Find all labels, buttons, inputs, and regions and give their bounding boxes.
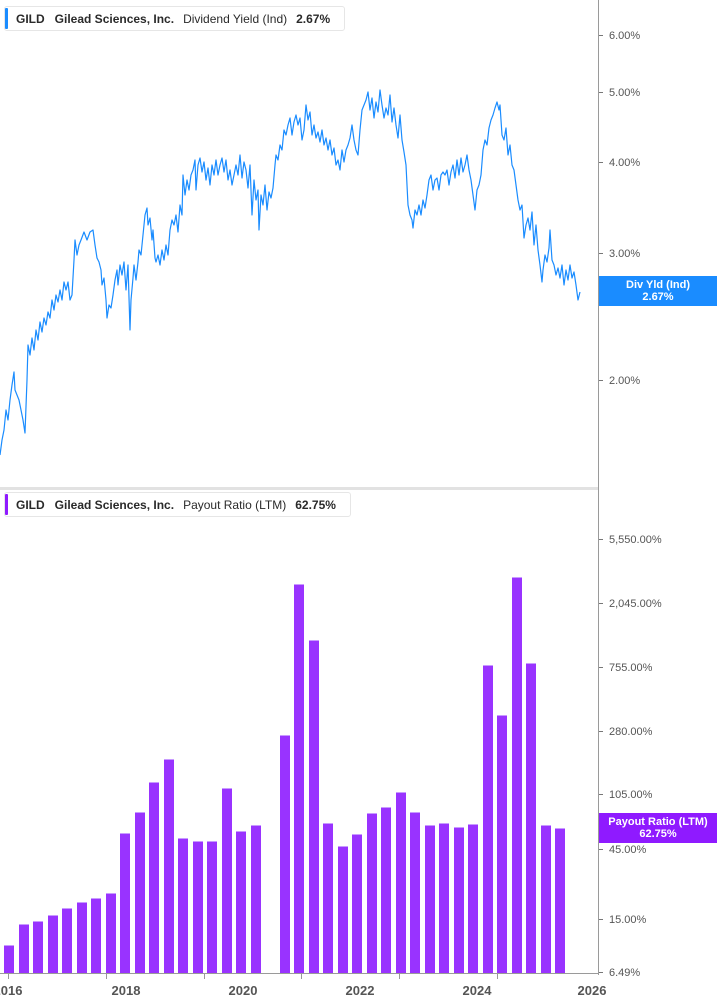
bar — [483, 665, 493, 973]
y-axis-line — [598, 487, 599, 975]
y-tick-label: 5.00% — [599, 87, 640, 99]
bar — [33, 921, 43, 973]
bar — [454, 827, 464, 973]
y-axis-line — [598, 0, 599, 487]
legend-company: Gilead Sciences, Inc. — [54, 11, 175, 26]
bar — [193, 841, 203, 973]
bar — [541, 825, 551, 973]
bar — [468, 824, 478, 973]
payout-ratio-legend[interactable]: GILD Gilead Sciences, Inc. Payout Ratio … — [4, 492, 351, 517]
series-color-swatch — [5, 494, 8, 515]
y-tick-label: 45.00% — [599, 844, 646, 856]
bar — [280, 735, 290, 973]
y-tick-label: 280.00% — [599, 726, 652, 738]
legend-ticker: GILD — [16, 497, 45, 512]
bar — [338, 846, 348, 973]
bar — [425, 825, 435, 973]
bar — [251, 825, 261, 973]
y-tick-label: 2.00% — [599, 375, 640, 387]
x-tick-label: 2016 — [0, 983, 23, 998]
x-tick-label: 2026 — [577, 983, 607, 998]
bar — [178, 838, 188, 973]
x-tick-label: 2020 — [228, 983, 258, 998]
dividend-yield-line-chart — [0, 89, 581, 456]
y-tick-label: 3.00% — [599, 248, 640, 260]
bar — [352, 834, 362, 973]
bar — [77, 902, 87, 973]
series-color-swatch — [5, 8, 8, 29]
tag-value: 62.75% — [639, 828, 677, 840]
bar — [4, 945, 14, 973]
bar — [367, 813, 377, 973]
bar — [164, 759, 174, 973]
y-tick-label: 15.00% — [599, 914, 646, 926]
legend-metric: Payout Ratio (LTM) — [183, 497, 287, 512]
legend-value: 62.75% — [295, 497, 336, 512]
bar — [222, 788, 232, 973]
legend-company: Gilead Sciences, Inc. — [54, 497, 175, 512]
legend-value: 2.67% — [296, 11, 331, 26]
bar — [19, 924, 29, 973]
y-tick-label: 2,045.00% — [599, 598, 662, 610]
bar — [294, 584, 304, 973]
bar — [497, 715, 507, 973]
y-tick-label: 6.00% — [599, 30, 640, 42]
tag-label: Payout Ratio (LTM) — [608, 816, 708, 828]
legend-metric: Dividend Yield (Ind) — [183, 11, 288, 26]
bar — [381, 807, 391, 973]
bar — [439, 823, 449, 973]
bar — [91, 898, 101, 973]
bar — [48, 915, 58, 973]
dividend-yield-legend[interactable]: GILD Gilead Sciences, Inc. Dividend Yiel… — [4, 6, 346, 31]
x-tick-label: 2022 — [345, 983, 375, 998]
bar — [207, 841, 217, 973]
bar — [410, 812, 420, 973]
dividend-yield-line — [0, 89, 581, 456]
x-axis-line — [0, 973, 599, 974]
bar — [135, 812, 145, 973]
bar — [62, 908, 72, 973]
bar — [396, 792, 406, 973]
y-tick-label: 105.00% — [599, 789, 652, 801]
y-tick-label: 5,550.00% — [599, 534, 662, 546]
y-tick-label: 6.49% — [599, 967, 640, 979]
legend-ticker: GILD — [16, 11, 45, 26]
bar — [309, 640, 319, 973]
x-tick-label: 2024 — [462, 983, 492, 998]
dividend-yield-panel: GILD Gilead Sciences, Inc. Dividend Yiel… — [0, 0, 717, 487]
bar — [526, 663, 536, 973]
payout-ratio-value-tag: Payout Ratio (LTM) 62.75% — [599, 813, 717, 843]
bar — [106, 893, 116, 973]
bar — [323, 823, 333, 973]
x-tick-label: 2018 — [111, 983, 141, 998]
dividend-yield-value-tag: Div Yld (Ind) 2.67% — [599, 276, 717, 306]
bar — [555, 828, 565, 973]
tag-value: 2.67% — [642, 291, 674, 303]
tag-label: Div Yld (Ind) — [626, 279, 690, 291]
bar — [120, 833, 130, 973]
y-tick-label: 755.00% — [599, 662, 652, 674]
bar — [236, 831, 246, 973]
y-tick-label: 4.00% — [599, 157, 640, 169]
bar — [512, 577, 522, 973]
bar — [149, 782, 159, 973]
panel-divider[interactable] — [0, 487, 598, 490]
